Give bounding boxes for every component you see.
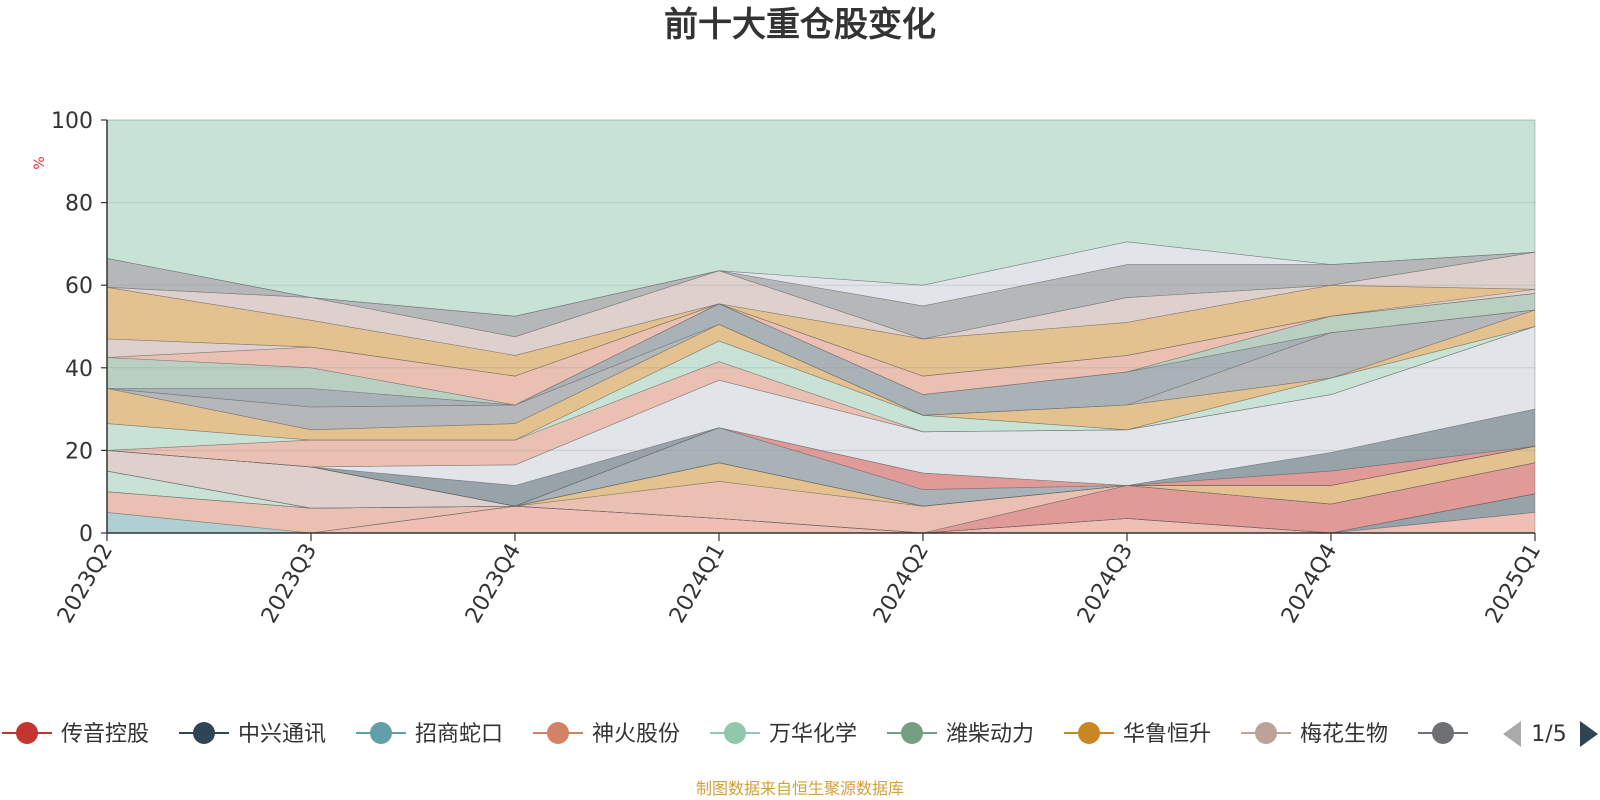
- legend-label: 传音控股: [61, 722, 149, 747]
- x-tick-label: 2023Q4: [461, 540, 526, 628]
- legend-marker: [901, 722, 923, 744]
- x-tick-label: 2025Q1: [1481, 540, 1546, 628]
- gridlines: [107, 119, 1535, 451]
- legend[interactable]: 传音控股 中兴通讯 招商蛇口 神火股份 万华化学 潍柴动力 华鲁恒升 梅花生物 1/5: [2, 721, 1598, 747]
- x-tick-label: 2024Q3: [1073, 540, 1138, 628]
- legend-marker: [547, 722, 569, 744]
- legend-item[interactable]: 神火股份: [533, 722, 680, 747]
- chart-title: 前十大重仓股变化: [664, 5, 936, 45]
- y-tick-label: 20: [65, 439, 93, 464]
- area-band: [106, 119, 1536, 317]
- legend-label: 华鲁恒升: [1123, 722, 1211, 747]
- legend-marker: [1078, 722, 1100, 744]
- y-tick-label: 100: [51, 109, 93, 134]
- legend-label: 招商蛇口: [415, 722, 503, 747]
- legend-prev-icon[interactable]: [1503, 721, 1521, 747]
- x-tick-label: 2023Q2: [53, 540, 118, 628]
- legend-item[interactable]: 招商蛇口: [356, 722, 503, 747]
- legend-marker: [724, 722, 746, 744]
- legend-label: 潍柴动力: [946, 722, 1034, 747]
- legend-item[interactable]: 传音控股: [2, 722, 149, 747]
- y-tick-label: 80: [65, 192, 93, 217]
- y-tick-label: 60: [65, 274, 93, 299]
- y-tick-label: 40: [65, 357, 93, 382]
- legend-label: 神火股份: [592, 722, 680, 747]
- area-bands: [106, 119, 1536, 534]
- source-note: 制图数据来自恒生聚源数据库: [696, 779, 904, 798]
- x-tick-label: 2023Q3: [257, 540, 322, 628]
- legend-marker: [193, 722, 215, 744]
- legend-marker: [16, 722, 38, 744]
- legend-page-indicator: 1/5: [1531, 722, 1566, 747]
- x-tick-label: 2024Q4: [1277, 540, 1342, 628]
- legend-item[interactable]: 中兴通讯: [179, 722, 326, 747]
- x-tick-label: 2024Q1: [665, 540, 730, 628]
- legend-marker: [1432, 722, 1454, 744]
- legend-item[interactable]: 梅花生物: [1241, 722, 1388, 747]
- legend-marker: [1255, 722, 1277, 744]
- legend-item[interactable]: [1418, 722, 1468, 744]
- legend-label: 万华化学: [769, 722, 857, 747]
- y-tick-label: 0: [79, 522, 93, 547]
- legend-item[interactable]: 华鲁恒升: [1064, 722, 1211, 747]
- y-axis-unit: %: [32, 156, 48, 169]
- legend-label: 梅花生物: [1300, 722, 1388, 747]
- x-tick-label: 2024Q2: [869, 540, 934, 628]
- legend-item[interactable]: 万华化学: [710, 722, 857, 747]
- legend-marker: [370, 722, 392, 744]
- legend-label: 中兴通讯: [238, 722, 326, 747]
- legend-next-icon[interactable]: [1580, 721, 1598, 747]
- legend-item[interactable]: 潍柴动力: [887, 722, 1034, 747]
